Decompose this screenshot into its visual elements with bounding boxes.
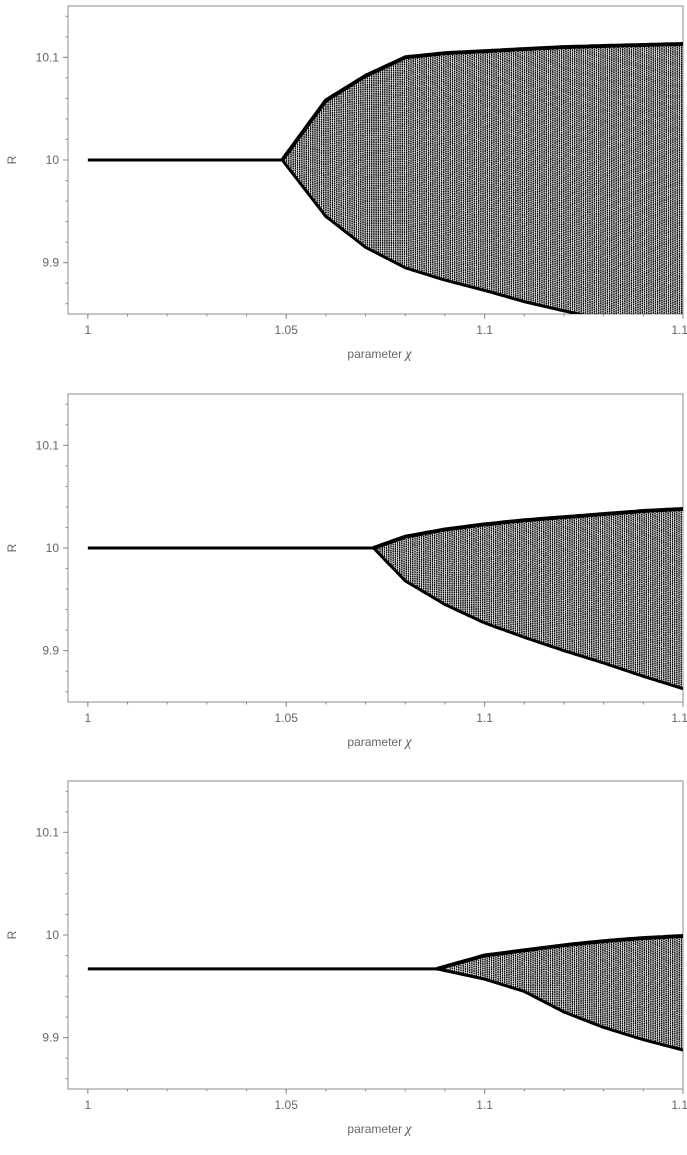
x-tick-label: 1.15	[671, 1098, 687, 1112]
plot-area	[87, 934, 683, 1052]
y-axis-title: R	[5, 930, 19, 939]
x-axis-title-text: parameter	[347, 735, 405, 749]
y-tick-label: 9.9	[42, 644, 59, 658]
y-tick-label: 9.9	[42, 1031, 59, 1045]
x-tick-label: 1.1	[476, 711, 493, 725]
x-tick-label: 1	[84, 323, 91, 337]
y-tick-label: 10.1	[36, 825, 60, 839]
y-tick-label: 10.1	[36, 50, 60, 64]
x-tick-label: 1.15	[671, 711, 687, 725]
x-tick-label: 1.1	[476, 1098, 493, 1112]
lower-envelope	[436, 967, 683, 1052]
x-axis-title-text: parameter	[347, 347, 405, 361]
upper-envelope	[372, 507, 683, 550]
x-tick-label: 1.15	[671, 323, 687, 337]
x-axis-title-text: parameter	[347, 1122, 405, 1136]
plot-area	[87, 507, 683, 691]
y-tick-label: 10.1	[36, 438, 60, 452]
y-tick-label: 10	[46, 153, 60, 167]
x-axis-title-symbol: χ	[403, 347, 412, 362]
bifurcation-chart-3: 1 1.05 1.1 1.15 9.9 10 10.1 parameter χ R	[0, 775, 687, 1155]
x-tick-label: 1	[84, 711, 91, 725]
chart-3-canvas: 1 1.05 1.1 1.15 9.9 10 10.1 parameter χ R	[5, 780, 687, 1137]
bifurcation-chart-2: 1 1.05 1.1 1.15 9.9 10 10.1 parameter χ R	[0, 388, 687, 768]
y-tick-label: 9.9	[42, 256, 59, 270]
plot-frame	[67, 780, 684, 1090]
plot-area	[87, 42, 683, 314]
oscillation-region	[436, 935, 683, 1051]
x-axis-title: parameter χ	[347, 735, 412, 750]
chart-1-canvas: 1 1.05 1.1 1.15 9.9 10 10.1 parameter χ R	[5, 5, 687, 362]
x-tick-label: 1.05	[275, 1098, 299, 1112]
x-axis-title-symbol: χ	[403, 1122, 412, 1137]
lower-envelope	[372, 546, 683, 691]
x-axis-title: parameter χ	[347, 347, 412, 362]
x-tick-label: 1.05	[275, 711, 299, 725]
y-tick-label: 10	[46, 541, 60, 555]
bifurcation-chart-1: 1 1.05 1.1 1.15 9.9 10 10.1 parameter χ R	[0, 0, 687, 380]
x-axis-title-symbol: χ	[403, 735, 412, 750]
x-tick-label: 1.1	[476, 323, 493, 337]
upper-envelope	[280, 42, 683, 162]
x-axis-title: parameter χ	[347, 1122, 412, 1137]
chart-2-canvas: 1 1.05 1.1 1.15 9.9 10 10.1 parameter χ R	[5, 393, 687, 750]
upper-envelope	[436, 934, 683, 971]
y-axis-title: R	[5, 155, 19, 164]
lower-envelope	[281, 159, 587, 314]
y-axis-title: R	[5, 543, 19, 552]
x-tick-label: 1.05	[275, 323, 299, 337]
y-tick-label: 10	[46, 928, 60, 942]
x-tick-label: 1	[84, 1098, 91, 1112]
oscillation-region	[281, 43, 683, 314]
